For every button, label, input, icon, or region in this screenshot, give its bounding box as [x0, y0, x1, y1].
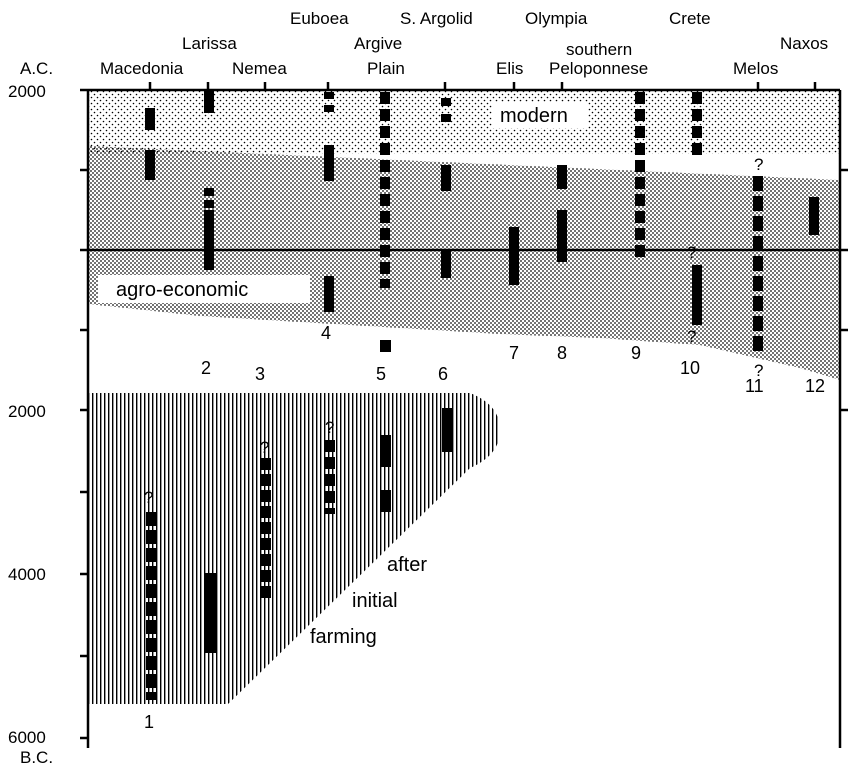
region-name-southern-peloponnese-line1: southern — [566, 40, 632, 59]
region-name-olympia: Olympia — [525, 9, 588, 28]
right-ticks — [840, 168, 848, 412]
bar-macedonia-2 — [145, 150, 155, 180]
zone-label-initial: initial — [352, 590, 398, 612]
question-mark-11-bottom: ? — [754, 361, 763, 380]
region-number-9: 9 — [631, 343, 641, 363]
region-name-nemea: Nemea — [232, 59, 287, 78]
zone-label-agro-economic: agro-economic — [116, 279, 248, 301]
bar-argive-6 — [380, 435, 391, 467]
zone-label-farming: farming — [310, 626, 377, 648]
region-name-naxos: Naxos — [780, 34, 828, 53]
region-number-11: 11 — [745, 376, 764, 396]
bar-euboea-1 — [324, 145, 334, 181]
bar-sargolid-4 — [441, 250, 451, 278]
bar-larissa-3 — [205, 573, 216, 653]
region-name-melos: Melos — [733, 59, 778, 78]
bar-olympia-2 — [557, 210, 567, 262]
bar-argive-5 — [380, 340, 391, 352]
bc-label: B.C. — [20, 748, 53, 766]
region-name-argive-plain-line1: Argive — [354, 34, 402, 53]
bar-sargolid-5 — [442, 408, 452, 452]
question-mark-1: ? — [144, 488, 153, 507]
region-number-7: 7 — [509, 343, 519, 363]
zone-label-modern: modern — [500, 105, 568, 127]
modern-label-bg — [492, 102, 588, 128]
bar-larissa-2 — [204, 210, 214, 270]
agro-economic-label-bg — [98, 275, 310, 303]
region-number-5: 5 — [376, 364, 386, 384]
question-mark-11-top: ? — [754, 155, 763, 174]
ac-label: A.C. — [20, 59, 53, 78]
region-name-crete: Crete — [669, 9, 711, 28]
zone-label-after: after — [387, 554, 427, 576]
agro-economic-zone — [88, 146, 840, 380]
tick-label-4000-bc: 4000 — [8, 565, 46, 584]
bar-crete-2 — [692, 265, 702, 325]
region-number-4: 4 — [321, 323, 331, 343]
bar-macedonia-1 — [145, 108, 155, 130]
bar-elis — [509, 227, 519, 285]
region-number-3: 3 — [255, 364, 265, 384]
region-name-larissa: Larissa — [182, 34, 237, 53]
tick-label-2000-ac: 2000 — [8, 82, 46, 101]
bar-olympia-1 — [557, 165, 567, 189]
question-mark-4: ? — [325, 418, 334, 437]
tick-label-2000-bc: 2000 — [8, 402, 46, 421]
bar-sargolid-3 — [441, 165, 451, 191]
top-ticks — [148, 82, 817, 90]
region-name-elis: Elis — [496, 59, 523, 78]
question-mark-10-bottom: ? — [687, 327, 696, 346]
region-number-6: 6 — [438, 364, 448, 384]
left-ticks — [80, 88, 88, 740]
region-name-macedonia: Macedonia — [100, 59, 184, 78]
region-number-8: 8 — [557, 343, 567, 363]
region-name-s-argolid: S. Argolid — [400, 9, 473, 28]
region-number-10: 10 — [680, 358, 700, 378]
region-name-euboea: Euboea — [290, 9, 349, 28]
erosion-bars-dashed — [146, 92, 763, 700]
modern-zone — [88, 90, 840, 154]
after-initial-farming-zone — [88, 393, 500, 704]
region-number-12: 12 — [805, 376, 825, 396]
region-number-1: 1 — [144, 712, 154, 732]
bar-euboea-2 — [324, 276, 334, 312]
tick-label-6000-bc: 6000 — [8, 728, 46, 747]
bar-naxos — [809, 197, 819, 235]
region-name-argive-plain-line2: Plain — [367, 59, 405, 78]
region-name-southern-peloponnese-line2: Peloponnese — [549, 59, 648, 78]
bar-larissa-1 — [204, 90, 214, 113]
question-mark-3: ? — [260, 438, 269, 457]
bar-argive-7 — [380, 490, 391, 512]
erosion-bars-solid — [145, 90, 819, 653]
question-mark-10-top: ? — [687, 243, 696, 262]
region-number-2: 2 — [201, 358, 211, 378]
